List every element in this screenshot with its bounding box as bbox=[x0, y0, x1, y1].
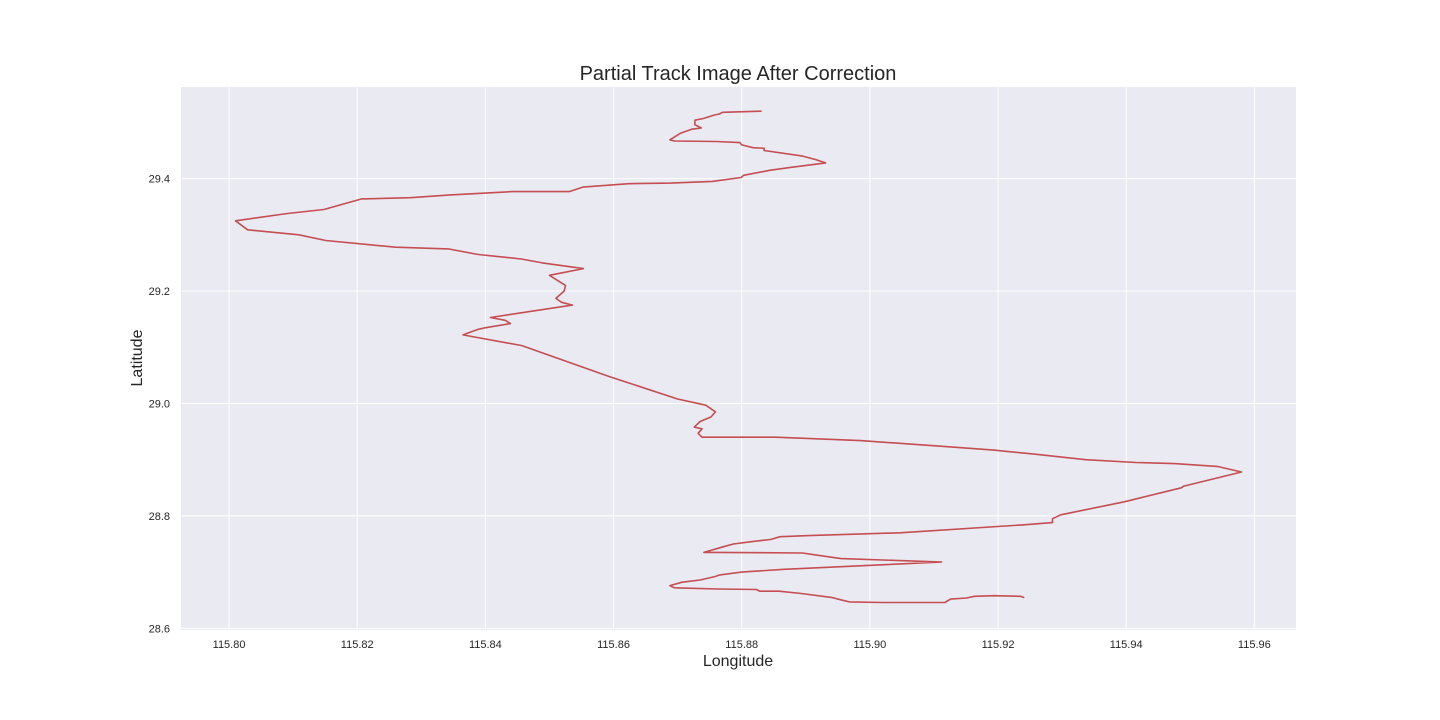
chart-title: Partial Track Image After Correction bbox=[580, 63, 897, 85]
x-tick-label: 115.82 bbox=[341, 639, 374, 651]
track-line bbox=[234, 110, 1243, 604]
y-tick-label: 29.4 bbox=[149, 174, 170, 186]
y-axis-label: Latitude bbox=[129, 329, 146, 386]
y-tick-label: 28.6 bbox=[149, 623, 170, 635]
plot-area bbox=[181, 87, 1296, 630]
y-tick-label: 29.2 bbox=[149, 286, 170, 298]
x-axis-label: Longitude bbox=[703, 653, 773, 670]
x-tick-label: 115.92 bbox=[982, 639, 1015, 651]
y-tick-label: 29.0 bbox=[149, 398, 170, 410]
x-tick-label: 115.90 bbox=[853, 639, 886, 651]
x-tick-label: 115.96 bbox=[1238, 639, 1271, 651]
x-tick-label: 115.86 bbox=[597, 639, 630, 651]
y-axis-ticks: 28.6 28.8 29.0 29.2 29.4 bbox=[149, 174, 170, 636]
y-tick-label: 28.8 bbox=[149, 511, 170, 523]
x-tick-label: 115.94 bbox=[1110, 639, 1143, 651]
x-axis-ticks: 115.80 115.82 115.84 115.86 115.88 115.90 115.… bbox=[213, 639, 1271, 651]
x-tick-label: 115.80 bbox=[213, 639, 246, 651]
x-tick-label: 115.84 bbox=[469, 639, 502, 651]
x-tick-label: 115.88 bbox=[725, 639, 758, 651]
